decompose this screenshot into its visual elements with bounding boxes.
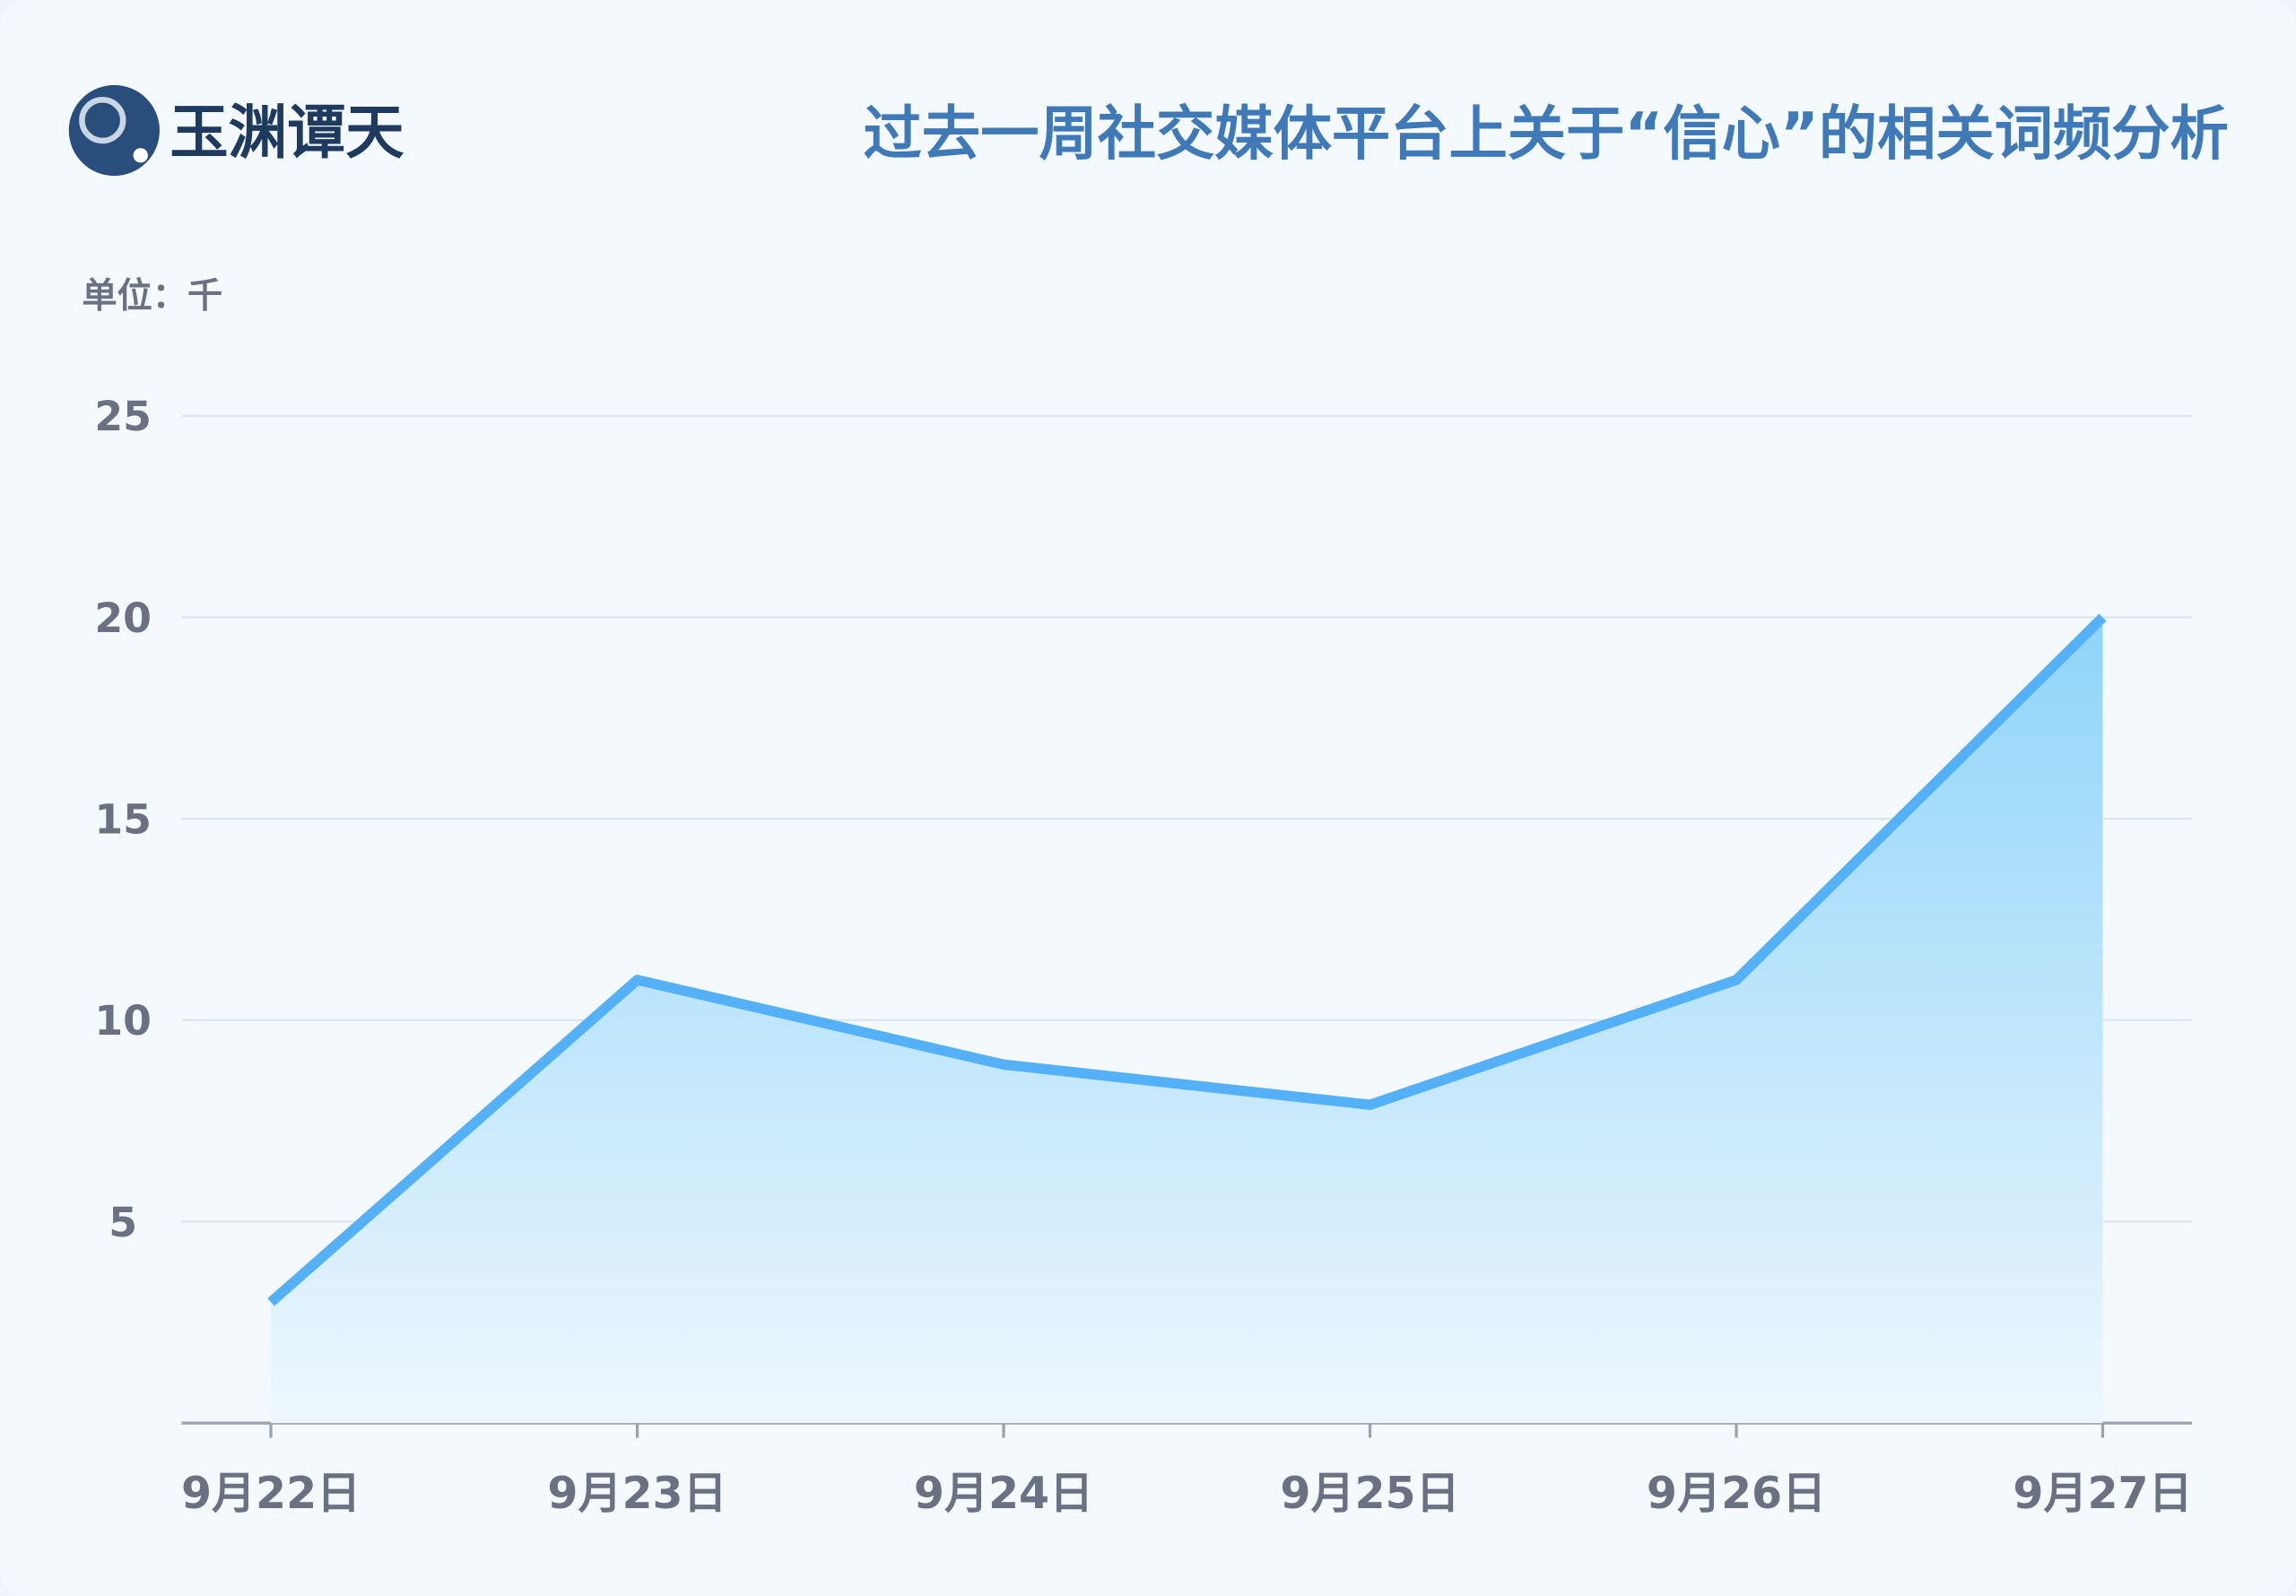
x-tick-label: 9月24日	[914, 1468, 1093, 1519]
unit-label: 单位：千	[82, 276, 222, 317]
y-tick-label: 10	[94, 997, 152, 1045]
x-tick-label: 9月22日	[181, 1468, 361, 1519]
y-tick-label: 25	[94, 393, 152, 440]
y-tick-label: 5	[109, 1199, 137, 1246]
area-fill	[271, 617, 2103, 1424]
y-tick-label: 15	[94, 796, 152, 844]
logo-text: 玉渊谭天	[170, 99, 404, 167]
y-tick-label: 20	[94, 594, 152, 642]
x-tick-label: 9月23日	[547, 1468, 726, 1519]
x-tick-label: 9月26日	[1647, 1468, 1826, 1519]
logo-icon	[68, 84, 160, 177]
x-tick-label: 9月27日	[2013, 1468, 2192, 1519]
line	[267, 613, 2107, 1306]
x-tick-label: 9月25日	[1280, 1468, 1459, 1519]
chart-title: 过去一周社交媒体平台上关于“信心”的相关词频分析	[864, 100, 2229, 169]
